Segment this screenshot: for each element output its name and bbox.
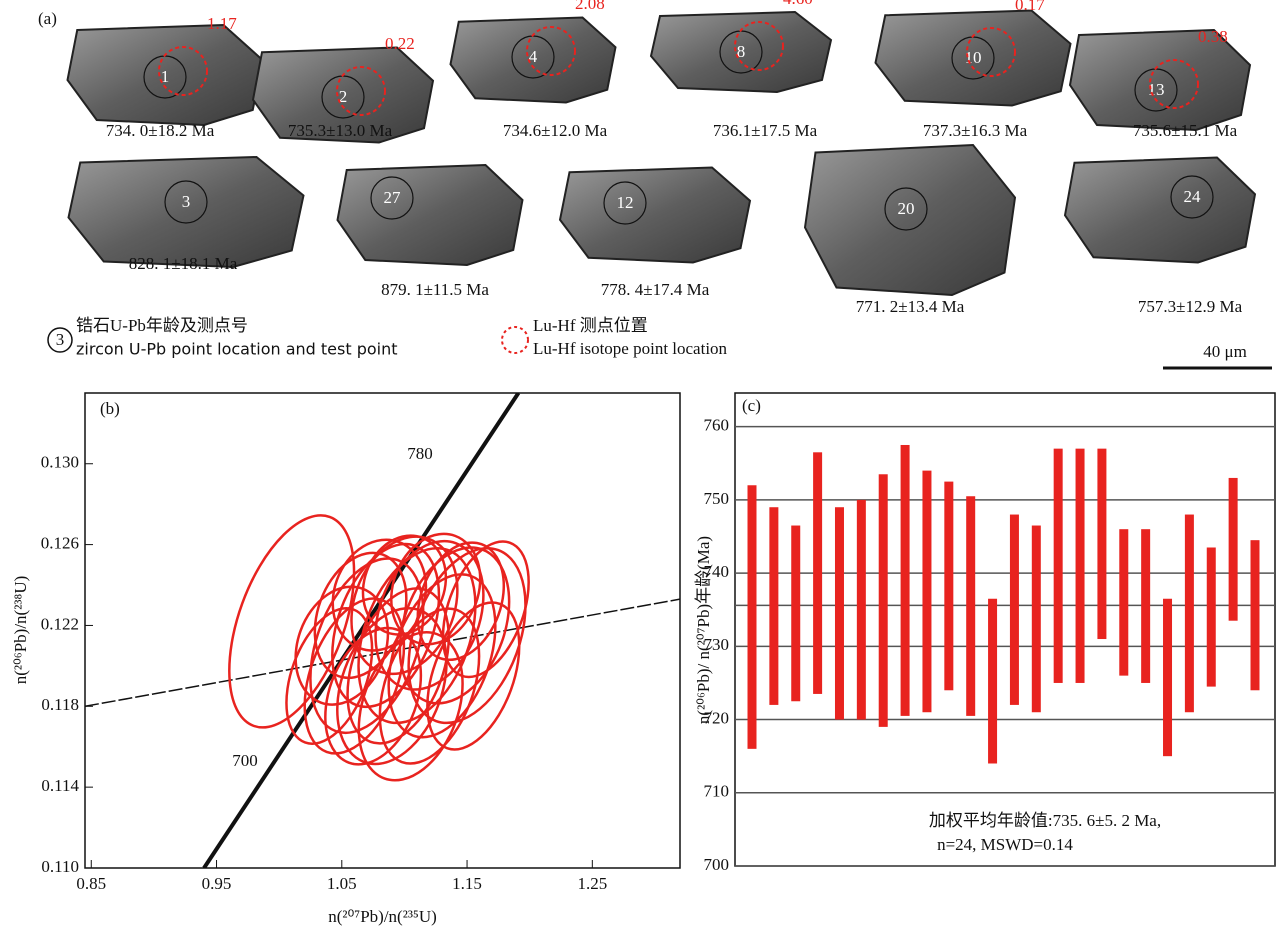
age-label: 879. 1±11.5 Ma <box>381 280 489 299</box>
spot-label: 1 <box>161 67 170 86</box>
y-tick-label: 0.122 <box>41 614 79 633</box>
y-tick-label: 760 <box>704 416 730 435</box>
spot-label: 4 <box>529 47 538 66</box>
plot-area <box>85 393 680 868</box>
age-bar <box>1054 449 1063 683</box>
age-label: 778. 4±17.4 Ma <box>601 280 710 299</box>
age-bar <box>813 452 822 694</box>
age-label: 736.1±17.5 Ma <box>713 121 818 140</box>
y-tick-label: 750 <box>704 489 730 508</box>
annotation: 加权平均年龄值:735. 6±5. 2 Ma, <box>929 811 1161 830</box>
concordia-line <box>204 393 518 868</box>
x-tick-label: 0.85 <box>76 874 106 893</box>
age-label: 734.6±12.0 Ma <box>503 121 608 140</box>
y-tick-label: 710 <box>704 782 730 801</box>
age-bar <box>857 500 866 720</box>
age-label: 734. 0±18.2 Ma <box>106 121 215 140</box>
legend-text: Lu-Hf 测点位置 <box>533 316 648 335</box>
y-axis-title: n(²⁰⁶Pb)/ n(²⁰⁷Pb)年龄(Ma) <box>694 536 713 724</box>
age-bar <box>1185 515 1194 713</box>
age-label: 737.3±16.3 Ma <box>923 121 1028 140</box>
age-bar <box>1141 529 1150 683</box>
annotation: 780 <box>407 444 433 463</box>
legend-text: Lu-Hf isotope point location <box>533 339 728 358</box>
error-ellipse <box>285 585 423 767</box>
age-bar <box>791 526 800 702</box>
age-bar <box>1097 449 1106 639</box>
x-tick-label: 1.05 <box>327 874 357 893</box>
panel-label: (c) <box>742 396 761 415</box>
age-bar <box>748 485 757 749</box>
age-bar <box>1010 515 1019 705</box>
hf-value: 2.08 <box>575 0 605 13</box>
age-bar <box>1119 529 1128 675</box>
age-label: 757.3±12.9 Ma <box>1138 297 1243 316</box>
legend: 3 锆石U-Pb年龄及测点号 zircon U-Pb point locatio… <box>48 316 728 359</box>
annotation: 700 <box>232 751 258 770</box>
spot-label: 10 <box>965 48 982 67</box>
hf-value: 0.38 <box>1198 27 1228 46</box>
zircon-grain <box>805 145 1015 295</box>
y-tick-label: 0.110 <box>41 857 79 876</box>
panel-label: (b) <box>100 399 120 418</box>
spot-label: 8 <box>737 42 746 61</box>
age-bar <box>988 599 997 764</box>
scale-label: 40 μm <box>1203 342 1247 361</box>
panel-label: (a) <box>38 9 57 28</box>
x-tick-label: 1.15 <box>452 874 482 893</box>
y-tick-label: 700 <box>704 855 730 874</box>
spot-label: 3 <box>182 192 191 211</box>
age-bar <box>879 474 888 727</box>
y-tick-label: 0.118 <box>41 695 79 714</box>
age-label: 735.3±13.0 Ma <box>288 121 393 140</box>
age-bar <box>769 507 778 705</box>
spot-label: 2 <box>339 87 348 106</box>
age-bar <box>1251 540 1260 690</box>
x-tick-label: 1.25 <box>577 874 607 893</box>
y-tick-label: 0.126 <box>41 534 79 553</box>
spot-label: 24 <box>1184 187 1202 206</box>
spot-label: 12 <box>617 193 634 212</box>
age-label: 771. 2±13.4 Ma <box>856 297 965 316</box>
age-bar <box>922 471 931 713</box>
zircon-grain <box>560 168 750 263</box>
hf-value: 1.17 <box>207 14 237 33</box>
legend-text: zircon U-Pb point location and test poin… <box>76 340 398 359</box>
x-axis-title: n(²⁰⁷Pb)/n(²³⁵U) <box>328 907 437 926</box>
hf-value: 0.22 <box>385 34 415 53</box>
spot-label: 20 <box>898 199 915 218</box>
error-ellipse <box>204 499 379 744</box>
spot-label: 13 <box>1148 80 1165 99</box>
legend-symbol-label: 3 <box>56 330 65 349</box>
figure: (a) 3 锆石U-Pb年龄及测点号 zircon U-Pb point loc… <box>0 0 1287 936</box>
age-bar <box>1229 478 1238 621</box>
x-tick-label: 0.95 <box>202 874 232 893</box>
zircon-grain <box>338 165 523 265</box>
age-label: 735.6±15.1 Ma <box>1133 121 1238 140</box>
annotation: n=24, MSWD=0.14 <box>937 835 1073 854</box>
age-bar <box>901 445 910 716</box>
age-bar <box>835 507 844 719</box>
age-bar <box>944 482 953 691</box>
y-tick-label: 0.114 <box>41 776 79 795</box>
age-bar <box>966 496 975 716</box>
hf-value: 0.17 <box>1015 0 1045 14</box>
legend-symbol <box>502 327 528 353</box>
y-tick-label: 0.130 <box>41 453 79 472</box>
age-bar <box>1207 547 1216 686</box>
legend-text: 锆石U-Pb年龄及测点号 <box>76 316 248 335</box>
hf-value: 4.60 <box>783 0 813 8</box>
spot-label: 27 <box>384 188 402 207</box>
zircon-grain <box>1065 158 1255 263</box>
age-bar <box>1032 526 1041 713</box>
y-axis-title: n(²⁰⁶Pb)/n(²³⁸U) <box>11 576 30 685</box>
age-label: 828. 1±18.1 Ma <box>129 254 238 273</box>
zircon-grain <box>69 157 304 267</box>
age-bar <box>1163 599 1172 756</box>
age-bar <box>1076 449 1085 683</box>
